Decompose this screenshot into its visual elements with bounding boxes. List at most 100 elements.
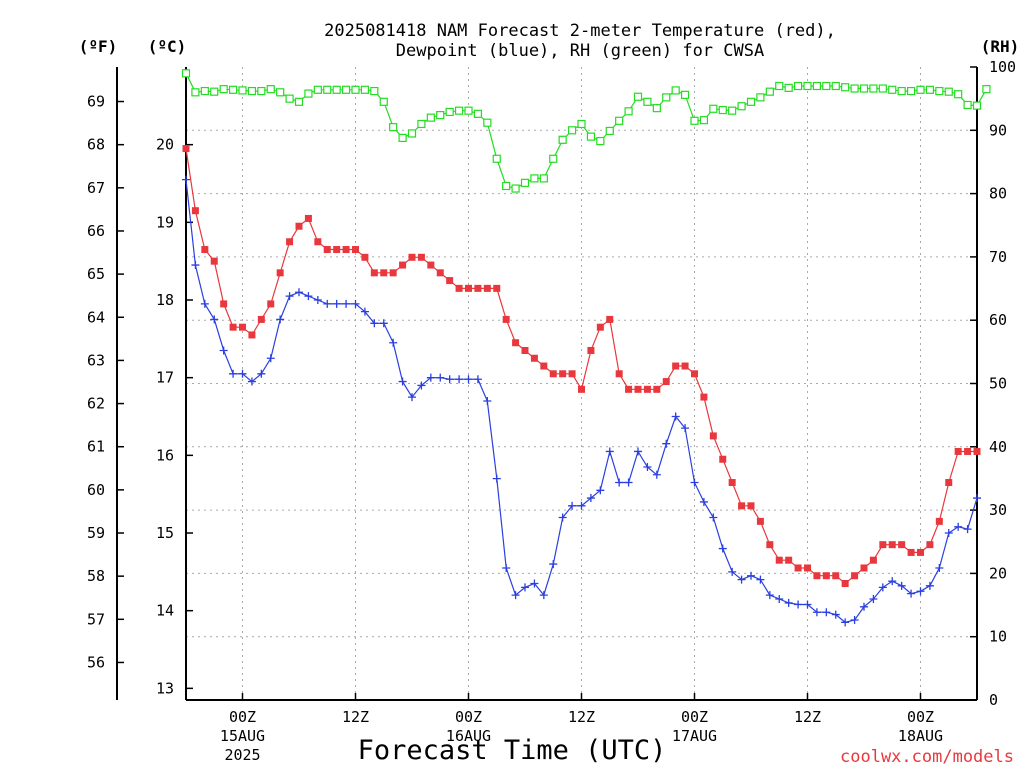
rh-point: [972, 101, 982, 110]
rh-point: [181, 69, 191, 78]
time-tick-label: 00Z: [455, 708, 482, 726]
temperature-point: [239, 323, 246, 331]
temperature-point: [719, 455, 727, 463]
rh-point: [445, 107, 454, 117]
rh-point: [897, 86, 906, 96]
temperature-point: [323, 246, 331, 254]
dewpoint-point: [436, 373, 445, 382]
dewpoint-point: [191, 261, 200, 270]
temperature-point: [352, 246, 359, 254]
rh-point: [624, 107, 633, 116]
dewpoint-point: [586, 494, 595, 503]
temperature-point: [304, 214, 312, 222]
dewpoint-point: [398, 377, 407, 386]
dewpoint-point: [841, 618, 850, 627]
dewpoint-point: [699, 497, 708, 506]
time-tick-label: 12Z: [568, 708, 595, 726]
temperature-point: [389, 269, 397, 277]
rh-point: [332, 85, 341, 94]
temperature-point: [342, 246, 350, 254]
rh-point: [257, 86, 266, 96]
date-tick-label: 16AUG: [446, 727, 491, 745]
rh-point: [502, 181, 511, 191]
temperature-point: [615, 370, 623, 378]
temperature-point: [756, 517, 764, 525]
rh-point: [709, 104, 718, 113]
temperature-point: [220, 300, 228, 308]
rh-point: [341, 85, 351, 94]
dewpoint-point: [944, 529, 953, 538]
dewpoint-point: [596, 486, 605, 495]
rh-point: [210, 87, 219, 96]
celsius-tick-label: 17: [156, 369, 174, 387]
dewpoint-point: [615, 478, 624, 487]
dewpoint-point: [756, 575, 765, 584]
dewpoint-point: [285, 292, 294, 301]
rh-tick-label: 40: [989, 438, 1007, 456]
temperature-point: [474, 284, 482, 292]
fahrenheit-tick-label: 58: [87, 567, 105, 585]
dewpoint-point: [878, 583, 887, 592]
temperature-point: [964, 447, 972, 455]
time-tick-label: 12Z: [794, 708, 821, 726]
dewpoint-point: [426, 373, 435, 382]
rh-point: [822, 81, 831, 91]
dewpoint-point: [342, 299, 351, 308]
dewpoint-point: [925, 581, 934, 590]
dewpoint-point: [445, 375, 454, 384]
dewpoint-point: [539, 591, 548, 600]
dewpoint-point: [765, 591, 774, 600]
temperature-point: [766, 541, 774, 549]
dewpoint-point: [831, 610, 840, 619]
temperature-point: [446, 277, 454, 285]
dewpoint-point: [238, 369, 247, 378]
dewpoint-point: [643, 462, 652, 471]
rh-tick-label: 70: [989, 248, 1007, 266]
temperature-point: [502, 315, 510, 323]
rh-point: [398, 133, 407, 142]
date-tick-label: 18AUG: [898, 727, 943, 745]
temperature-point: [596, 323, 604, 331]
rh-point: [247, 86, 257, 96]
temperature-point: [606, 315, 614, 323]
temperature-point: [700, 393, 708, 401]
dewpoint-point: [511, 591, 520, 600]
dewpoint-point: [455, 375, 464, 384]
rh-point: [549, 154, 558, 163]
rh-point: [417, 119, 426, 129]
temperature-point: [775, 556, 783, 564]
temperature-point: [248, 331, 256, 339]
dewpoint-point: [502, 563, 511, 572]
rh-point: [539, 174, 548, 183]
temperature-point: [559, 370, 567, 378]
rh-point: [671, 86, 680, 95]
temperature-point: [257, 315, 265, 323]
time-tick-label: 12Z: [342, 708, 369, 726]
dewpoint-point: [869, 595, 878, 604]
rh-point: [765, 87, 774, 96]
tick-labels: 56 57 58 59 60 61 62 63 64 65 66 67 68 69 13 14 15 16 17 18…: [87, 58, 1016, 764]
temperature-point: [681, 362, 689, 370]
dewpoint-point: [954, 522, 963, 531]
temperature-point: [954, 447, 962, 455]
rh-point: [219, 85, 228, 94]
temperature-point: [530, 354, 538, 362]
dewpoint-point: [210, 315, 219, 324]
rh-point: [859, 84, 869, 93]
temperature-point: [832, 572, 840, 580]
grid: [186, 67, 977, 700]
celsius-tick-label: 13: [156, 679, 174, 697]
rh-series: [181, 69, 991, 193]
temperature-point: [436, 269, 444, 277]
rh-point: [454, 106, 464, 115]
rh-point: [652, 104, 661, 113]
temperature-point: [549, 370, 557, 378]
dewpoint-point: [370, 319, 379, 328]
rh-tick-label: 50: [989, 375, 1007, 393]
temperature-point: [907, 548, 915, 556]
dewpoint-point: [492, 474, 501, 483]
temperature-point: [361, 253, 369, 261]
rh-point: [530, 174, 539, 183]
dewpoint-point: [775, 595, 784, 604]
